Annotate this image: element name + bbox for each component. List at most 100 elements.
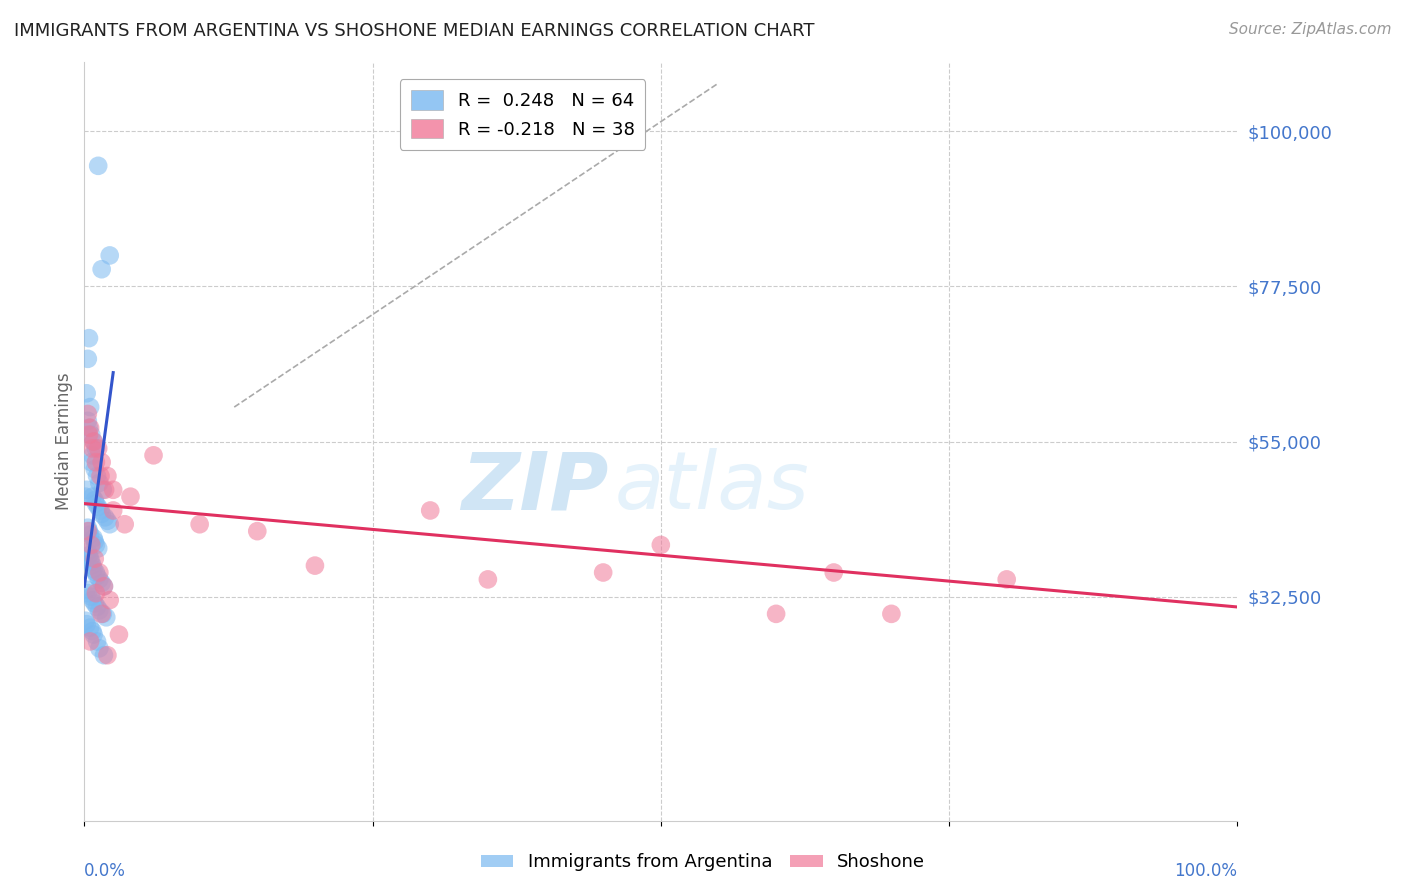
Point <box>84 455 107 469</box>
Point <box>83 562 105 576</box>
Point <box>89 641 111 656</box>
Point <box>96 469 118 483</box>
Point <box>80 538 103 552</box>
Point <box>80 427 103 442</box>
Point <box>93 579 115 593</box>
Point <box>765 607 787 621</box>
Point <box>304 558 326 573</box>
Point <box>83 534 105 549</box>
Text: ZIP: ZIP <box>461 448 609 526</box>
Point <box>89 475 111 490</box>
Legend: Immigrants from Argentina, Shoshone: Immigrants from Argentina, Shoshone <box>474 847 932 879</box>
Point <box>98 248 121 262</box>
Text: Source: ZipAtlas.com: Source: ZipAtlas.com <box>1229 22 1392 37</box>
Point <box>76 351 98 366</box>
Point <box>79 551 101 566</box>
Point <box>103 503 124 517</box>
Point <box>823 566 845 580</box>
Point <box>83 434 105 449</box>
Point <box>84 566 107 580</box>
Point <box>650 538 672 552</box>
Point <box>94 510 117 524</box>
Point <box>79 400 101 414</box>
Point <box>82 593 104 607</box>
Point <box>83 493 105 508</box>
Point <box>80 590 103 604</box>
Point <box>114 517 136 532</box>
Point <box>80 555 103 569</box>
Point <box>103 483 124 497</box>
Point <box>84 538 107 552</box>
Point <box>84 586 107 600</box>
Point <box>76 524 98 538</box>
Point <box>87 500 110 514</box>
Point <box>120 490 142 504</box>
Point <box>76 386 98 401</box>
Point <box>76 582 98 597</box>
Point <box>592 566 614 580</box>
Point <box>86 469 108 483</box>
Point <box>86 634 108 648</box>
Point <box>79 421 101 435</box>
Point <box>995 573 1018 587</box>
Point <box>246 524 269 538</box>
Point <box>86 569 108 583</box>
Point <box>93 579 115 593</box>
Point <box>76 521 98 535</box>
Point <box>83 597 105 611</box>
Point <box>89 573 111 587</box>
Point <box>77 524 100 538</box>
Point <box>76 414 98 428</box>
Point <box>83 434 105 449</box>
Point <box>96 610 118 624</box>
Y-axis label: Median Earnings: Median Earnings <box>55 373 73 510</box>
Point <box>83 462 105 476</box>
Point <box>77 427 100 442</box>
Point <box>94 483 117 497</box>
Point <box>89 566 111 580</box>
Point <box>79 527 101 541</box>
Point <box>87 442 110 456</box>
Point <box>83 531 105 545</box>
Point <box>76 407 98 421</box>
Point <box>83 627 105 641</box>
Point <box>75 490 97 504</box>
Point <box>142 448 165 462</box>
Point <box>93 648 115 663</box>
Point <box>89 469 111 483</box>
Point <box>79 634 101 648</box>
Point <box>76 545 98 559</box>
Point <box>90 575 112 590</box>
Point <box>90 455 112 469</box>
Point <box>98 593 121 607</box>
Point <box>82 490 104 504</box>
Point <box>96 648 118 663</box>
Point <box>84 497 107 511</box>
Point <box>477 573 499 587</box>
Text: IMMIGRANTS FROM ARGENTINA VS SHOSHONE MEDIAN EARNINGS CORRELATION CHART: IMMIGRANTS FROM ARGENTINA VS SHOSHONE ME… <box>14 22 814 40</box>
Point <box>77 331 100 345</box>
Point <box>91 607 114 621</box>
Point <box>108 627 131 641</box>
Point <box>90 507 112 521</box>
Point <box>82 558 104 573</box>
Point <box>90 607 112 621</box>
Legend: R =  0.248   N = 64, R = -0.218   N = 38: R = 0.248 N = 64, R = -0.218 N = 38 <box>399 79 645 150</box>
Point <box>96 514 118 528</box>
Point <box>82 448 104 462</box>
Point <box>419 503 441 517</box>
Point <box>77 548 100 563</box>
Point <box>91 483 114 497</box>
Point <box>87 159 110 173</box>
Point <box>188 517 211 532</box>
Text: 100.0%: 100.0% <box>1174 863 1237 880</box>
Point <box>77 421 100 435</box>
Point <box>880 607 903 621</box>
Point <box>86 599 108 614</box>
Point <box>89 503 111 517</box>
Point <box>76 617 98 632</box>
Point <box>82 624 104 639</box>
Text: 0.0%: 0.0% <box>84 863 127 880</box>
Point <box>80 455 103 469</box>
Point <box>87 541 110 556</box>
